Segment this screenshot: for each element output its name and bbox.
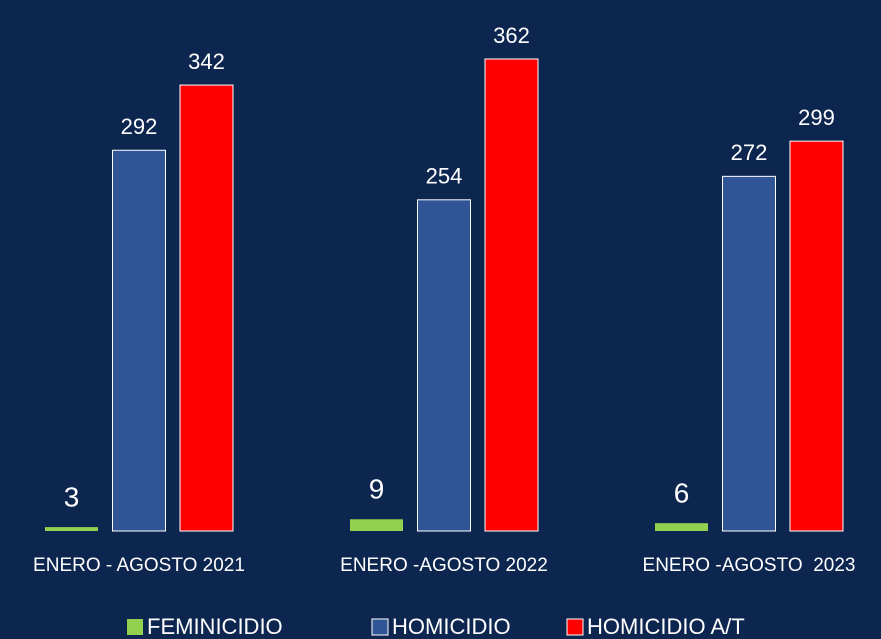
bar	[655, 523, 708, 531]
legend-label: HOMICIDIO	[392, 614, 511, 639]
legend-swatch	[371, 618, 389, 636]
bar	[484, 58, 539, 532]
data-label: 292	[121, 114, 158, 139]
data-label: 342	[188, 49, 225, 74]
legend-swatch	[127, 619, 143, 635]
x-tick-label: ENERO - AGOSTO 2021	[33, 555, 245, 576]
legend-swatch	[566, 618, 584, 636]
data-label: 3	[64, 481, 80, 512]
bar	[350, 519, 403, 531]
data-label: 9	[369, 474, 385, 505]
bar	[417, 199, 471, 532]
data-label: 6	[674, 478, 690, 509]
bar	[179, 84, 234, 532]
x-tick-label: ENERO -AGOSTO 2023	[643, 555, 856, 576]
legend-label: HOMICIDIO A/T	[587, 614, 745, 639]
legend-label: FEMINICIDIO	[147, 614, 283, 639]
bar	[789, 140, 844, 532]
data-label: 272	[731, 140, 768, 165]
bar	[112, 149, 166, 532]
data-label: 362	[493, 23, 530, 48]
x-tick-label: ENERO -AGOSTO 2022	[340, 555, 548, 576]
bar	[45, 527, 98, 531]
bar	[722, 175, 776, 532]
data-label: 299	[798, 105, 835, 130]
data-label: 254	[426, 164, 463, 189]
